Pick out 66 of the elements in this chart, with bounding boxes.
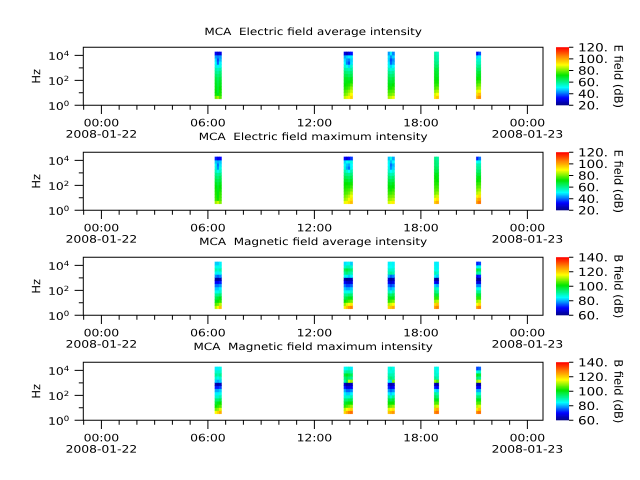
x-tick-label: 06:00: [190, 118, 225, 126]
color-bar-label: 60.: [578, 311, 598, 320]
chart-title: MCA Magnetic field maximum intensity: [194, 342, 432, 352]
y-tick-label: 10$^{0}$: [49, 100, 69, 110]
x-tick-label: 00:00 2008-01-23: [492, 224, 562, 243]
x-tick-label: 18:00: [404, 224, 438, 232]
color-bar-title: E field (dB): [612, 46, 624, 107]
x-tick-label: 18:00: [404, 434, 438, 442]
y-tick-label: 10$^{0}$: [49, 310, 69, 320]
x-tick-label: 12:00: [298, 224, 332, 232]
y-tick-label: 10$^{2}$: [49, 180, 68, 190]
color-bar-label: 80.: [578, 296, 598, 306]
color-bar-title: E field (dB): [612, 150, 624, 212]
x-tick-label: 18:00: [404, 328, 438, 336]
y-tick-label: 10$^{4}$: [49, 260, 69, 270]
chart-title: MCA Electric field average intensity: [206, 27, 422, 38]
x-tick-label: 18:00: [404, 118, 438, 126]
color-bar-label: 100.: [580, 282, 607, 291]
y-tick-label: 10$^{4}$: [49, 50, 69, 60]
color-bar-label: 120.: [580, 148, 607, 157]
color-bar-label: 80.: [578, 171, 598, 180]
x-tick-label: 00:00 2008-01-22: [66, 118, 136, 138]
y-tick-label: 10$^{2}$: [49, 286, 68, 295]
color-bar-label: 100.: [580, 54, 607, 64]
color-bar-label: 100.: [580, 387, 607, 396]
x-tick-label: 12:00: [298, 118, 332, 126]
x-tick-label: 00:00 2008-01-22: [66, 328, 136, 348]
y-tick-label: 10$^{2}$: [49, 390, 68, 400]
x-tick-label: 00:00 2008-01-22: [66, 224, 136, 243]
x-tick-label: 06:00: [190, 224, 225, 232]
y-tick-label: 10$^{2}$: [49, 76, 68, 85]
color-bar-label: 20.: [579, 206, 598, 215]
color-bar-label: 60.: [578, 182, 598, 192]
color-bar-label: 80.: [578, 402, 598, 410]
y-tick-label: 10$^{0}$: [49, 416, 69, 425]
y-axis-title: Hz: [32, 279, 40, 292]
y-tick-label: 10$^{0}$: [49, 206, 69, 215]
color-bar-label: 20.: [579, 101, 598, 110]
color-bar-label: 120.: [580, 268, 607, 276]
x-tick-label: 00:00 2008-01-23: [492, 328, 562, 348]
color-bar-label: 60.: [578, 78, 598, 86]
color-bar-label: 140.: [580, 253, 607, 262]
x-tick-label: 00:00 2008-01-22: [66, 434, 136, 453]
color-bar-label: 40.: [578, 89, 598, 98]
y-tick-label: 10$^{4}$: [49, 156, 69, 165]
y-axis-title: Hz: [32, 69, 40, 82]
y-tick-label: 10$^{4}$: [49, 366, 69, 375]
x-tick-label: 00:00 2008-01-23: [492, 434, 562, 453]
chart-title: MCA Electric field maximum intensity: [200, 132, 428, 142]
x-tick-label: 06:00: [190, 434, 225, 442]
color-bar-label: 120.: [580, 372, 607, 382]
color-bar-label: 100.: [580, 160, 607, 168]
color-bar-label: 40.: [578, 194, 598, 203]
y-axis-title: Hz: [32, 174, 40, 188]
color-bar-label: 120.: [580, 43, 607, 52]
color-bar-label: 140.: [580, 358, 607, 367]
color-bar-title: B field (dB): [612, 255, 624, 318]
x-tick-label: 12:00: [298, 434, 332, 442]
color-bar-title: B field (dB): [612, 360, 624, 422]
x-tick-label: 06:00: [190, 328, 225, 336]
y-axis-title: Hz: [32, 384, 40, 398]
color-bar-label: 60.: [578, 416, 598, 425]
color-bar-label: 80.: [578, 66, 598, 75]
x-tick-label: 00:00 2008-01-23: [492, 118, 562, 138]
chart-title: MCA Magnetic field average intensity: [200, 237, 427, 248]
x-tick-label: 12:00: [298, 328, 332, 336]
